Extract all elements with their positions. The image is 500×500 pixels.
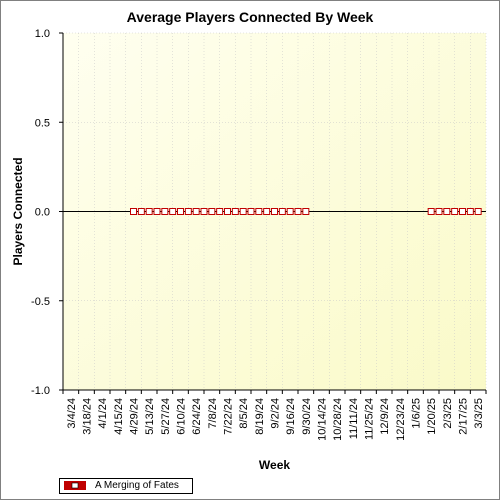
data-point-marker xyxy=(145,208,153,215)
y-tick-labels: 1.0 0.5 0.0 -0.5 -1.0 xyxy=(31,28,50,397)
data-point-marker xyxy=(459,208,466,215)
data-point-marker xyxy=(451,208,459,215)
data-point-marker xyxy=(427,208,435,215)
data-point-marker xyxy=(137,208,145,215)
data-point-marker xyxy=(224,208,231,215)
x-tick-label: 11/11/24 xyxy=(348,398,360,439)
x-tick-label: 8/5/24 xyxy=(238,398,250,429)
data-point-marker xyxy=(255,208,263,215)
data-point-marker xyxy=(263,208,271,215)
grid xyxy=(62,32,487,391)
x-tick-label: 12/9/24 xyxy=(379,398,391,435)
x-tick-label: 2/3/25 xyxy=(442,398,454,429)
y-tick-label: 1.0 xyxy=(35,28,50,40)
y-tick-label: -1.0 xyxy=(31,385,50,397)
x-tick-label: 7/22/24 xyxy=(223,398,235,435)
y-axis-title: Players Connected xyxy=(11,157,25,265)
data-point-marker xyxy=(278,208,286,215)
chart-title: Average Players Connected By Week xyxy=(126,9,374,25)
legend-swatch xyxy=(64,481,86,490)
x-tick-label: 10/14/24 xyxy=(317,398,329,441)
x-tick-label: 3/18/24 xyxy=(82,398,94,435)
data-point-marker xyxy=(192,208,200,215)
data-point-marker xyxy=(294,208,302,215)
data-point-marker xyxy=(169,208,177,215)
x-tick-label: 5/27/24 xyxy=(160,398,172,435)
x-tick-label: 6/10/24 xyxy=(176,398,188,435)
x-tick-labels: 3/4/24 3/18/24 4/1/24 4/15/24 4/29/24 5/13/24… xyxy=(66,398,485,441)
data-point-marker xyxy=(200,208,208,215)
x-tick-label: 10/28/24 xyxy=(332,398,344,441)
x-tick-label: 9/30/24 xyxy=(301,398,313,435)
x-tick-label: 4/15/24 xyxy=(113,398,125,435)
x-tick-label: 9/2/24 xyxy=(270,398,282,429)
x-tick-label: 3/4/24 xyxy=(66,398,78,429)
x-tick-label: 1/6/25 xyxy=(411,398,423,429)
x-tick-label: 11/25/24 xyxy=(364,398,376,440)
data-point-marker xyxy=(271,208,278,215)
x-tick-label: 2/17/25 xyxy=(458,398,470,435)
x-tick-label: 7/8/24 xyxy=(207,398,219,429)
x-tick-label: 8/19/24 xyxy=(254,398,266,435)
data-point-marker xyxy=(153,208,161,215)
data-point-marker xyxy=(474,208,482,215)
y-tick-label: 0.0 xyxy=(35,207,50,219)
data-point-marker xyxy=(247,208,255,215)
data-point-marker xyxy=(177,208,184,215)
data-point-marker xyxy=(443,208,451,215)
x-tick-label: 9/16/24 xyxy=(285,398,297,435)
x-tick-label: 5/13/24 xyxy=(144,398,156,435)
data-point-marker xyxy=(466,208,474,215)
data-point-marker xyxy=(161,208,169,215)
data-point-marker xyxy=(208,208,216,215)
data-point-marker xyxy=(302,208,310,215)
x-tick-label: 4/29/24 xyxy=(129,398,141,435)
x-tick-label: 4/1/24 xyxy=(97,398,109,429)
data-point-marker xyxy=(184,208,192,215)
x-tick-label: 3/3/25 xyxy=(473,398,485,429)
data-point-marker xyxy=(239,208,247,215)
series-markers xyxy=(130,208,482,215)
x-axis-title: Week xyxy=(259,458,290,472)
x-tick-label: 6/24/24 xyxy=(191,398,203,435)
data-point-marker xyxy=(130,208,137,215)
data-point-marker xyxy=(216,208,224,215)
x-tick-label: 12/23/24 xyxy=(395,398,407,441)
x-tick-label: 1/20/25 xyxy=(426,398,438,435)
y-tick-label: 0.5 xyxy=(35,117,50,129)
data-point-marker xyxy=(231,208,239,215)
legend: A Merging of Fates xyxy=(59,478,193,494)
legend-label-series: A Merging of Fates xyxy=(95,480,179,491)
data-point-marker xyxy=(435,208,443,215)
y-tick-label: -0.5 xyxy=(31,296,50,308)
data-point-marker xyxy=(286,208,294,215)
